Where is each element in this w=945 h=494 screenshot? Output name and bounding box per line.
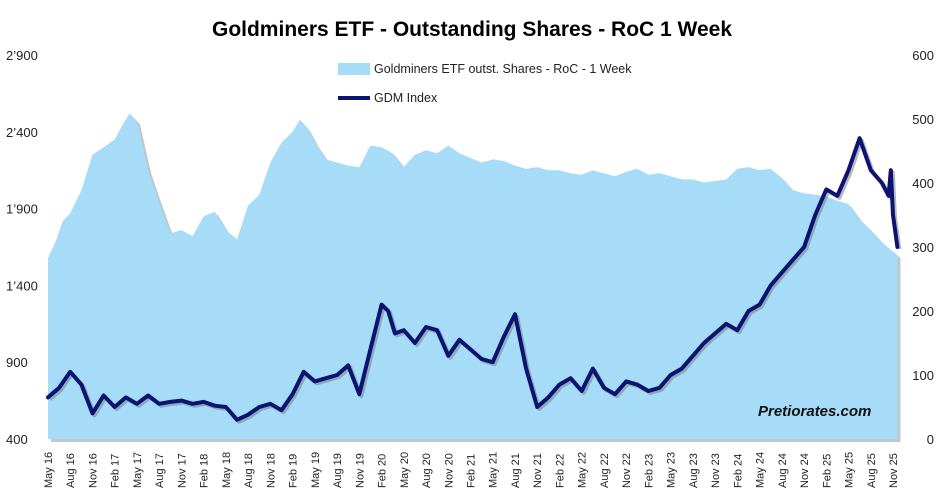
x-tick-label: Nov 25 (888, 453, 900, 488)
x-tick-label: Feb 23 (643, 454, 655, 488)
x-tick-label: Nov 21 (532, 453, 544, 488)
x-tick-label: May 18 (221, 452, 233, 488)
right-y-tick-label: 600 (912, 48, 934, 63)
right-y-axis: 0 100 200 300 400 500 600 (912, 48, 934, 447)
gdm-line (46, 136, 900, 422)
left-y-tick-label: 2’400 (6, 125, 38, 140)
x-axis: May 16 Aug 16 Nov 16 Feb 17 May 17 Aug 17 Nov … (43, 452, 900, 488)
x-tick-label: Feb 19 (288, 454, 300, 488)
x-tick-label: Aug 20 (421, 453, 433, 488)
x-tick-label: Nov 19 (354, 453, 366, 488)
x-tick-label: Aug 16 (65, 453, 77, 488)
chart-title: Goldminers ETF - Outstanding Shares - Ro… (212, 18, 732, 41)
x-tick-label: Feb 21 (466, 454, 478, 488)
x-tick-label: May 24 (755, 452, 767, 488)
shares-area (48, 113, 898, 440)
x-tick-label: Aug 24 (777, 453, 789, 488)
x-tick-label: Nov 18 (265, 453, 277, 488)
x-tick-label: Feb 24 (732, 454, 744, 488)
x-tick-label: Aug 25 (866, 453, 878, 488)
x-tick-label: May 19 (310, 452, 322, 488)
legend-swatch-area (338, 63, 370, 75)
right-y-tick-label: 400 (912, 176, 934, 191)
x-tick-label: Nov 24 (799, 453, 811, 488)
right-y-tick-label: 0 (927, 432, 934, 447)
left-y-tick-label: 2’900 (6, 48, 38, 63)
right-y-tick-label: 500 (912, 112, 934, 127)
x-tick-label: Nov 20 (443, 453, 455, 488)
left-y-tick-label: 900 (6, 355, 28, 370)
x-tick-label: Nov 22 (621, 453, 633, 488)
shares-area-layer (48, 113, 901, 443)
right-y-tick-label: 200 (912, 304, 934, 319)
x-tick-label: Aug 22 (599, 453, 611, 488)
x-tick-label: May 21 (488, 452, 500, 488)
left-y-tick-label: 1’900 (6, 202, 38, 217)
left-y-tick-label: 1’400 (6, 278, 38, 293)
x-tick-label: Feb 25 (821, 454, 833, 488)
x-tick-label: Nov 17 (176, 453, 188, 488)
legend-label-line: GDM Index (374, 91, 438, 105)
x-tick-label: Feb 18 (199, 454, 211, 488)
x-tick-label: Nov 16 (88, 453, 100, 488)
watermark: Pretiorates.com (758, 403, 871, 420)
gdm-line-layer (46, 136, 902, 424)
right-y-tick-label: 300 (912, 240, 934, 255)
x-tick-label: May 23 (666, 452, 678, 488)
x-tick-label: Aug 23 (688, 453, 700, 488)
x-tick-label: Aug 21 (510, 453, 522, 488)
x-tick-label: Aug 18 (243, 453, 255, 488)
left-y-axis: 400 900 1’400 1’900 2’400 2’900 (6, 48, 38, 447)
x-tick-label: Feb 20 (377, 454, 389, 488)
x-tick-label: Feb 17 (110, 454, 122, 488)
x-tick-label: May 16 (43, 452, 55, 488)
legend: Goldminers ETF outst. Shares - RoC - 1 W… (338, 62, 632, 105)
left-y-tick-label: 400 (6, 432, 28, 447)
x-tick-label: May 17 (132, 452, 144, 488)
x-tick-label: May 20 (399, 452, 411, 488)
x-tick-label: Feb 22 (554, 454, 566, 488)
legend-label-area: Goldminers ETF outst. Shares - RoC - 1 W… (374, 62, 632, 76)
x-tick-label: May 22 (577, 452, 589, 488)
x-tick-label: Nov 23 (710, 453, 722, 488)
x-tick-label: May 25 (844, 452, 856, 488)
x-tick-label: Aug 17 (154, 453, 166, 488)
right-y-tick-label: 100 (912, 368, 934, 383)
x-tick-label: Aug 19 (332, 453, 344, 488)
